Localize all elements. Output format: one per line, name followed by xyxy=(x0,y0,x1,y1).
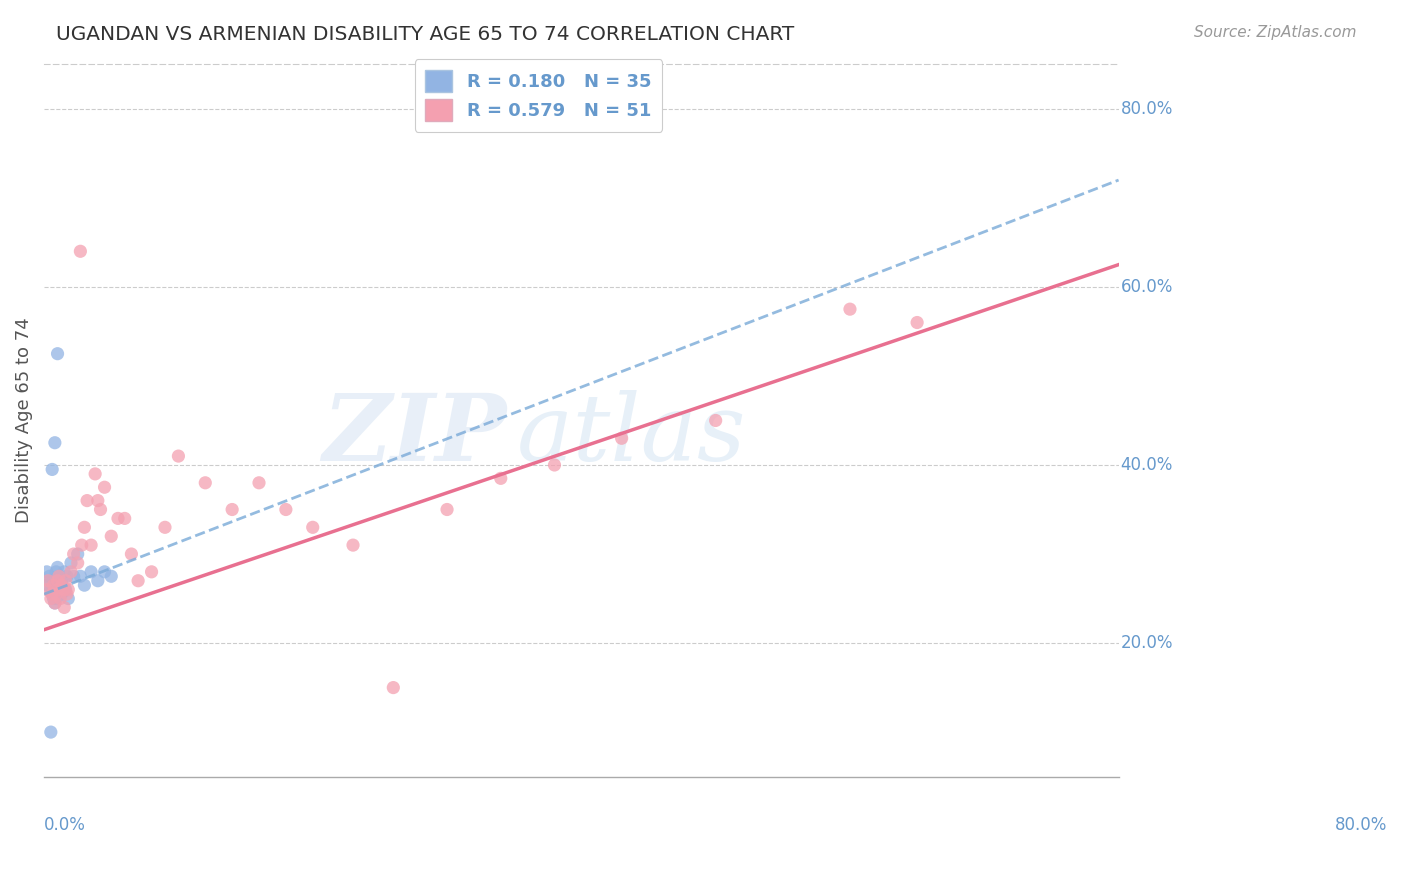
Point xyxy=(382,681,405,695)
Point xyxy=(41,587,63,601)
Point xyxy=(46,574,69,588)
Point xyxy=(70,538,93,552)
Point xyxy=(46,560,69,574)
Point xyxy=(55,582,77,597)
Point xyxy=(194,475,217,490)
Point xyxy=(76,493,98,508)
Legend: R = 0.180   N = 35, R = 0.579   N = 51: R = 0.180 N = 35, R = 0.579 N = 51 xyxy=(415,59,662,132)
Point xyxy=(39,725,62,739)
Point xyxy=(44,596,66,610)
Point xyxy=(35,565,58,579)
Point xyxy=(905,316,928,330)
Point xyxy=(46,574,69,588)
Point xyxy=(543,458,565,472)
Point xyxy=(42,582,65,597)
Point xyxy=(41,462,63,476)
Point xyxy=(114,511,136,525)
Point xyxy=(58,582,80,597)
Point xyxy=(42,591,65,606)
Point xyxy=(37,578,59,592)
Point xyxy=(89,502,111,516)
Point xyxy=(167,449,190,463)
Point xyxy=(44,596,66,610)
Point xyxy=(80,538,103,552)
Point xyxy=(73,520,96,534)
Point xyxy=(704,413,727,427)
Text: atlas: atlas xyxy=(517,390,747,480)
Y-axis label: Disability Age 65 to 74: Disability Age 65 to 74 xyxy=(15,318,32,524)
Text: 20.0%: 20.0% xyxy=(1121,634,1173,652)
Point xyxy=(44,435,66,450)
Point xyxy=(35,582,58,597)
Point xyxy=(45,565,67,579)
Point xyxy=(59,556,82,570)
Point xyxy=(301,520,323,534)
Point xyxy=(51,587,73,601)
Point xyxy=(51,574,73,588)
Point xyxy=(39,591,62,606)
Point xyxy=(247,475,270,490)
Text: UGANDAN VS ARMENIAN DISABILITY AGE 65 TO 74 CORRELATION CHART: UGANDAN VS ARMENIAN DISABILITY AGE 65 TO… xyxy=(56,25,794,44)
Point xyxy=(55,574,77,588)
Point xyxy=(39,574,62,588)
Point xyxy=(51,578,73,592)
Point xyxy=(66,556,89,570)
Point xyxy=(46,347,69,361)
Point xyxy=(93,565,115,579)
Point xyxy=(141,565,163,579)
Text: ZIP: ZIP xyxy=(322,390,506,480)
Point xyxy=(42,578,65,592)
Point xyxy=(610,431,633,445)
Point xyxy=(62,547,84,561)
Point xyxy=(59,565,82,579)
Point xyxy=(839,302,862,317)
Point xyxy=(73,578,96,592)
Point xyxy=(56,569,79,583)
Point xyxy=(80,565,103,579)
Text: 0.0%: 0.0% xyxy=(44,816,86,834)
Point xyxy=(45,587,67,601)
Point xyxy=(221,502,243,516)
Point xyxy=(120,547,142,561)
Point xyxy=(48,569,70,583)
Point xyxy=(45,591,67,606)
Point xyxy=(37,574,59,588)
Text: 60.0%: 60.0% xyxy=(1121,278,1173,296)
Point xyxy=(44,578,66,592)
Point xyxy=(153,520,176,534)
Point xyxy=(62,569,84,583)
Point xyxy=(39,582,62,597)
Text: 80.0%: 80.0% xyxy=(1334,816,1388,834)
Point xyxy=(87,493,110,508)
Point xyxy=(38,569,60,583)
Point xyxy=(93,480,115,494)
Point xyxy=(436,502,458,516)
Text: 40.0%: 40.0% xyxy=(1121,456,1173,474)
Point xyxy=(107,511,129,525)
Point xyxy=(41,587,63,601)
Point xyxy=(56,587,79,601)
Point xyxy=(53,565,76,579)
Point xyxy=(87,574,110,588)
Point xyxy=(127,574,149,588)
Point xyxy=(100,569,122,583)
Point xyxy=(274,502,297,516)
Text: 80.0%: 80.0% xyxy=(1121,100,1173,118)
Point xyxy=(49,591,72,606)
Point xyxy=(66,547,89,561)
Text: Source: ZipAtlas.com: Source: ZipAtlas.com xyxy=(1194,25,1357,40)
Point xyxy=(58,591,80,606)
Point xyxy=(53,582,76,597)
Point xyxy=(489,471,512,485)
Point xyxy=(69,244,91,259)
Point xyxy=(342,538,364,552)
Point xyxy=(53,600,76,615)
Point xyxy=(48,569,70,583)
Point xyxy=(46,582,69,597)
Point xyxy=(84,467,107,481)
Point xyxy=(100,529,122,543)
Point xyxy=(49,582,72,597)
Point xyxy=(69,569,91,583)
